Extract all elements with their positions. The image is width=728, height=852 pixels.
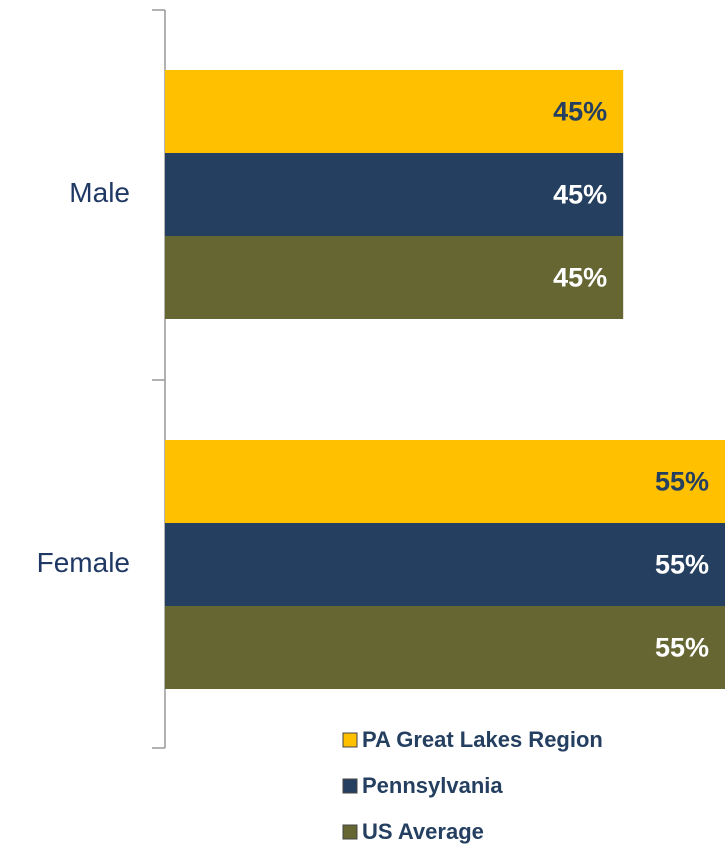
bar — [165, 440, 725, 523]
value-label: 45% — [553, 97, 607, 127]
category-axis — [152, 9, 166, 749]
bar — [165, 153, 624, 236]
legend-swatch — [342, 824, 358, 840]
legend-swatch — [342, 732, 358, 748]
bar — [165, 523, 725, 606]
legend-label: PA Great Lakes Region — [362, 727, 603, 752]
value-label: 45% — [553, 180, 607, 210]
value-label: 55% — [655, 467, 709, 497]
bar — [165, 70, 624, 153]
category-label: Female — [37, 547, 130, 578]
bar — [165, 236, 624, 319]
legend-label: Pennsylvania — [362, 773, 503, 798]
value-label: 45% — [553, 263, 607, 293]
legend-swatch — [342, 778, 358, 794]
value-label: 55% — [655, 550, 709, 580]
bar — [165, 606, 725, 689]
category-label: Male — [69, 177, 130, 208]
legend-label: US Average — [362, 819, 484, 844]
value-label: 55% — [655, 633, 709, 663]
